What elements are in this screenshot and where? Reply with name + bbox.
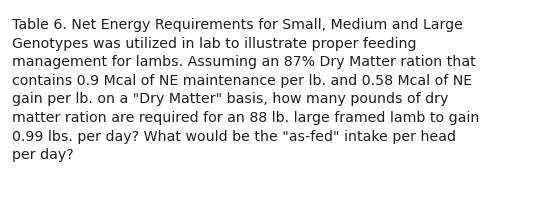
Text: Table 6. Net Energy Requirements for Small, Medium and Large
Genotypes was utili: Table 6. Net Energy Requirements for Sma… — [12, 18, 479, 162]
